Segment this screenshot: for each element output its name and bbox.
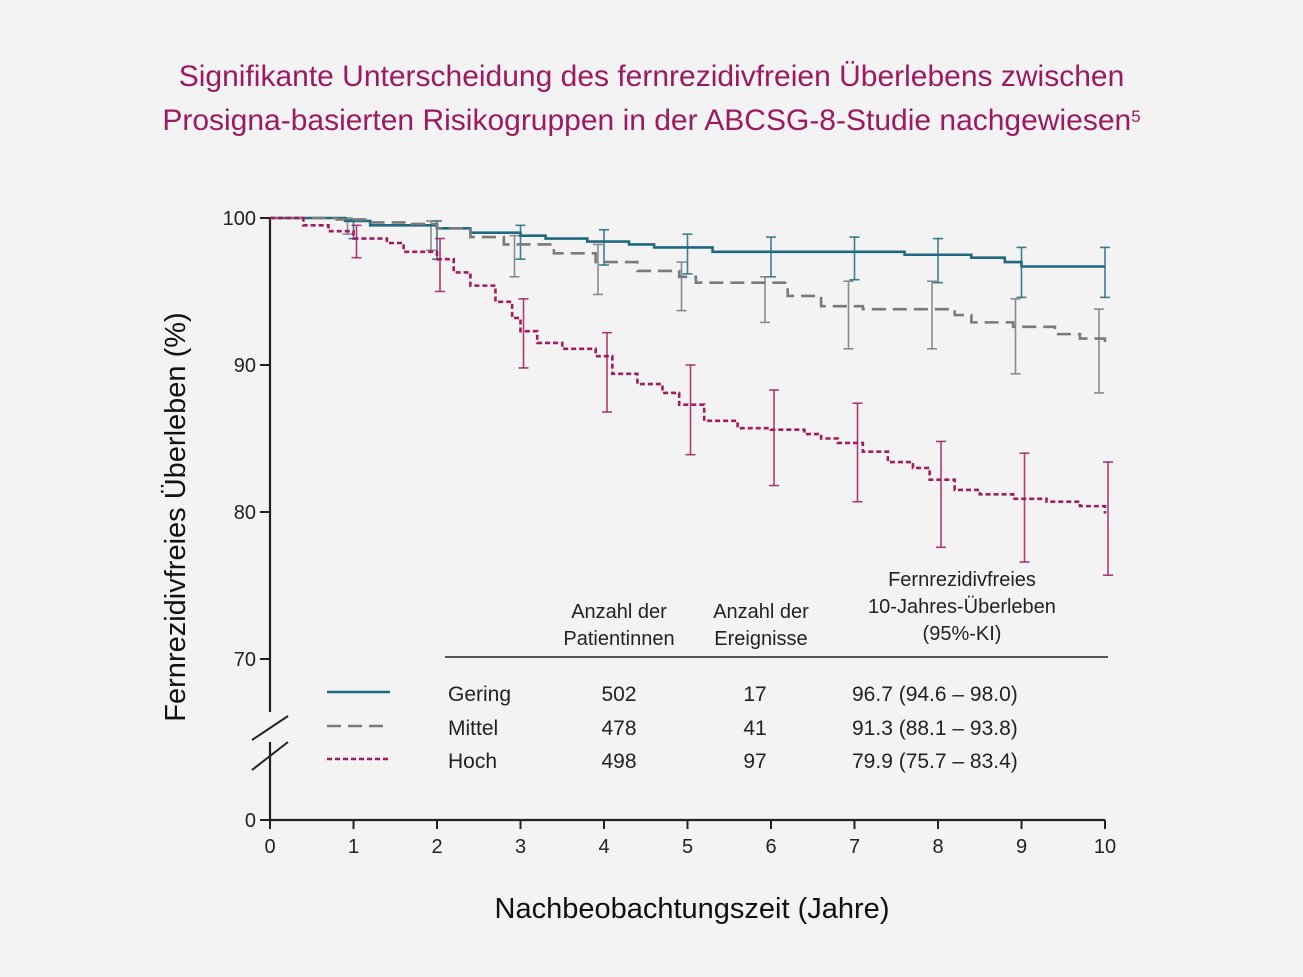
error-bar-mittel	[760, 275, 770, 324]
x-tick-label: 0	[264, 836, 275, 858]
error-bar-hoch	[1103, 461, 1113, 577]
x-tick-label: 2	[431, 836, 442, 858]
x-tick-label: 7	[849, 836, 860, 858]
y-axis-title: Fernrezidivfreies Überleben (%)	[160, 312, 192, 721]
y-tick-label: 100	[223, 208, 256, 230]
header-survival: (95%-KI)	[923, 623, 1002, 645]
header-survival: Fernrezidivfreies	[888, 569, 1036, 591]
error-bar-gering	[1100, 246, 1110, 299]
error-bar-hoch	[936, 440, 946, 549]
error-bar-gering	[849, 236, 860, 281]
x-tick-label: 5	[682, 836, 693, 858]
error-bar-gering	[682, 233, 693, 275]
error-bar-hoch	[1019, 452, 1030, 563]
x-tick-label: 6	[765, 836, 776, 858]
y-tick-label: 90	[234, 355, 256, 377]
error-bar-hoch	[351, 224, 362, 259]
y-tick-label: 0	[245, 810, 256, 832]
x-tick-label: 9	[1016, 836, 1027, 858]
row-events: 41	[743, 717, 766, 740]
x-tick-label: 4	[598, 836, 609, 858]
x-tick-label: 10	[1094, 836, 1116, 858]
error-bar-gering	[515, 224, 526, 260]
title-line-2-text: Prosigna-basierten Risikogruppen in der …	[162, 104, 1132, 137]
error-bar-mittel	[593, 243, 603, 296]
header-survival: 10-Jahres-Überleben	[868, 596, 1056, 618]
header-events: Anzahl der	[713, 601, 809, 623]
axis-break-mark	[251, 741, 289, 771]
header-patients: Anzahl der	[571, 601, 667, 623]
error-bar-hoch	[852, 402, 863, 503]
error-bar-mittel	[843, 280, 854, 350]
error-bars	[342, 217, 1113, 577]
summary-table: Anzahl der Patientinnen Anzahl der Ereignis…	[327, 569, 1108, 773]
curve-hoch	[270, 216, 1107, 514]
chart-title: Signifikante Unterscheidung des fernrezi…	[0, 55, 1303, 143]
row-survival: 79.9 (75.7 – 83.4)	[852, 750, 1018, 773]
error-bar-hoch	[602, 331, 612, 413]
curve-mittel	[270, 216, 1107, 346]
row-survival: 91.3 (88.1 – 93.8)	[852, 717, 1018, 740]
x-tick-label: 8	[932, 836, 943, 858]
row-patients: 502	[601, 683, 636, 706]
axis-break-mark	[251, 715, 289, 741]
error-bar-gering	[1016, 246, 1027, 299]
survival-curves	[270, 216, 1107, 514]
error-bar-mittel	[1010, 298, 1021, 375]
row-patients: 478	[601, 717, 636, 740]
row-events: 97	[743, 750, 766, 773]
x-tick-label: 1	[348, 836, 359, 858]
header-events: Ereignisse	[714, 628, 807, 650]
x-axis-title: Nachbeobachtungszeit (Jahre)	[495, 893, 890, 925]
row-label: Gering	[448, 683, 511, 706]
y-tick-label: 70	[234, 649, 256, 671]
header-patients: Patientinnen	[563, 628, 674, 650]
row-survival: 96.7 (94.6 – 98.0)	[852, 683, 1018, 706]
y-tick-label: 80	[234, 502, 256, 524]
x-tick-label: 3	[515, 836, 526, 858]
error-bar-gering	[766, 236, 776, 278]
error-bar-hoch	[518, 298, 529, 369]
error-bar-mittel	[927, 280, 937, 350]
error-bar-hoch	[769, 389, 779, 487]
title-footnote-ref: 5	[1131, 107, 1141, 126]
error-bar-hoch	[685, 364, 696, 456]
error-bar-gering	[933, 237, 943, 284]
error-bar-hoch	[435, 237, 445, 293]
tick-labels: 100 90 80 70 00 1 2 3 4 5 6 7 8 9 10	[223, 208, 1117, 858]
row-patients: 498	[601, 750, 636, 773]
title-line-2: Prosigna-basierten Risikogruppen in der …	[0, 99, 1303, 143]
row-label: Hoch	[448, 750, 497, 773]
row-events: 17	[743, 683, 766, 706]
row-label: Mittel	[448, 717, 498, 740]
error-bar-mittel	[1094, 308, 1104, 394]
error-bar-mittel	[509, 234, 520, 278]
error-bar-gering	[599, 228, 609, 266]
axes	[251, 217, 1106, 829]
title-line-1: Signifikante Unterscheidung des fernrezi…	[178, 60, 1125, 93]
error-bar-mittel	[676, 261, 687, 312]
